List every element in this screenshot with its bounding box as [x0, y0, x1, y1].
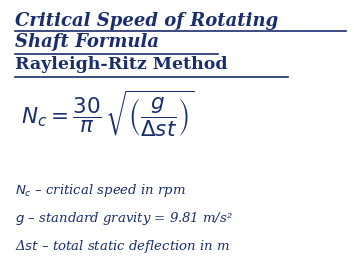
- Text: Rayleigh-Ritz Method: Rayleigh-Ritz Method: [15, 56, 227, 73]
- Text: $g$ – standard gravity = 9.81 m/s²: $g$ – standard gravity = 9.81 m/s²: [15, 210, 233, 227]
- Text: $N_c$ – critical speed in rpm: $N_c$ – critical speed in rpm: [15, 182, 185, 199]
- Text: Shaft Formula: Shaft Formula: [15, 33, 159, 51]
- Text: Critical Speed of Rotating: Critical Speed of Rotating: [15, 12, 278, 30]
- Text: Δ$st$ – total static deflection in m: Δ$st$ – total static deflection in m: [15, 238, 229, 255]
- Text: $\mathbf{\mathit{N_c = \dfrac{30}{\pi}\,\sqrt{\left(\dfrac{g}{\Delta st}\right)}: $\mathbf{\mathit{N_c = \dfrac{30}{\pi}\,…: [22, 88, 194, 138]
